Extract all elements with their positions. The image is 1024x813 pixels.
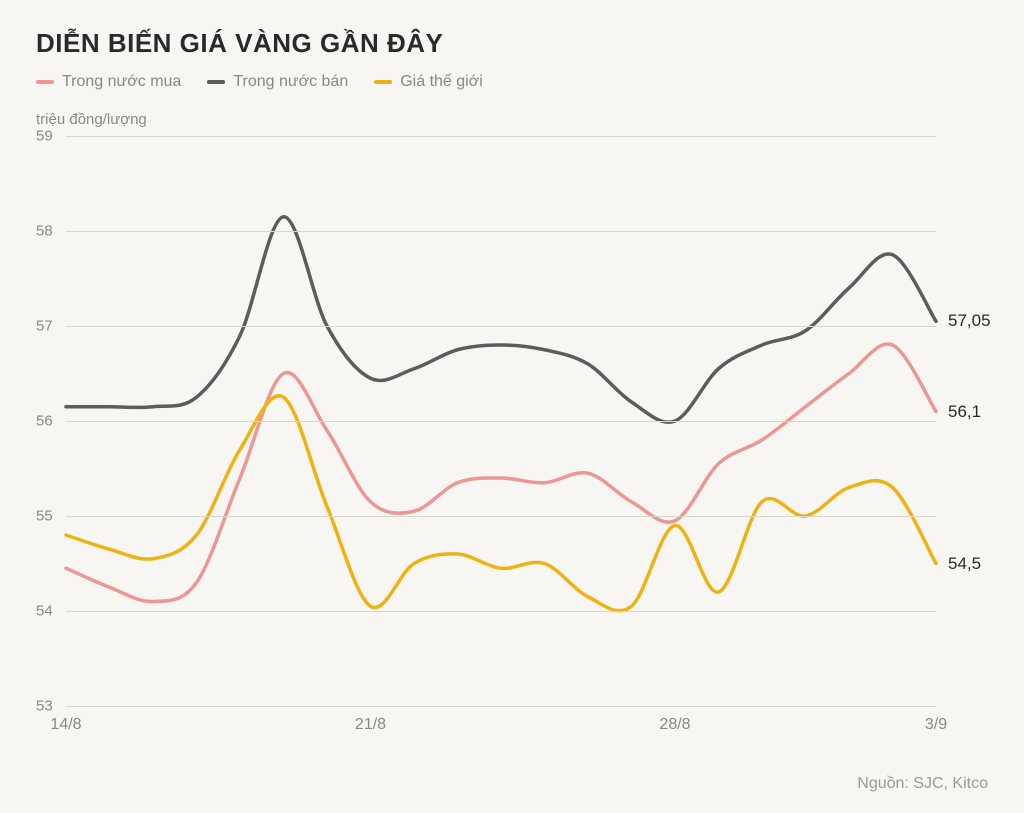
legend-item-world: Giá thế giới	[374, 73, 483, 91]
y-tick-label: 55	[36, 508, 53, 525]
y-tick-label: 58	[36, 223, 53, 240]
legend-swatch	[207, 80, 225, 84]
end-label-world: 54,5	[948, 554, 981, 574]
x-tick-label: 21/8	[355, 716, 386, 734]
legend-label: Giá thế giới	[400, 73, 483, 91]
gridline	[66, 326, 936, 327]
series-line-buy	[66, 344, 936, 602]
gold-price-chart: DIỄN BIẾN GIÁ VÀNG GẦN ĐÂY Trong nước mu…	[0, 0, 1024, 813]
legend-item-buy: Trong nước mua	[36, 73, 181, 91]
y-axis-label: triệu đồng/lượng	[36, 111, 988, 128]
gridline	[66, 421, 936, 422]
series-line-world	[66, 396, 936, 611]
end-label-buy: 56,1	[948, 402, 981, 422]
legend-label: Trong nước bán	[233, 73, 348, 91]
gridline	[66, 516, 936, 517]
legend: Trong nước mua Trong nước bán Giá thế gi…	[36, 73, 988, 91]
plot-area: 5354555657585914/821/828/83/956,157,0554…	[36, 136, 976, 706]
x-tick-label: 3/9	[925, 716, 947, 734]
legend-swatch	[36, 80, 54, 84]
source-attribution: Nguồn: SJC, Kitco	[857, 775, 988, 793]
legend-item-sell: Trong nước bán	[207, 73, 348, 91]
series-line-sell	[66, 217, 936, 422]
gridline	[66, 706, 936, 707]
y-tick-label: 53	[36, 698, 53, 715]
x-tick-label: 14/8	[50, 716, 81, 734]
gridline	[66, 136, 936, 137]
y-tick-label: 59	[36, 128, 53, 145]
x-tick-label: 28/8	[659, 716, 690, 734]
chart-title: DIỄN BIẾN GIÁ VÀNG GẦN ĐÂY	[36, 28, 988, 59]
legend-swatch	[374, 80, 392, 84]
end-label-sell: 57,05	[948, 311, 991, 331]
y-tick-label: 54	[36, 603, 53, 620]
y-tick-label: 56	[36, 413, 53, 430]
legend-label: Trong nước mua	[62, 73, 181, 91]
y-tick-label: 57	[36, 318, 53, 335]
gridline	[66, 231, 936, 232]
gridline	[66, 611, 936, 612]
